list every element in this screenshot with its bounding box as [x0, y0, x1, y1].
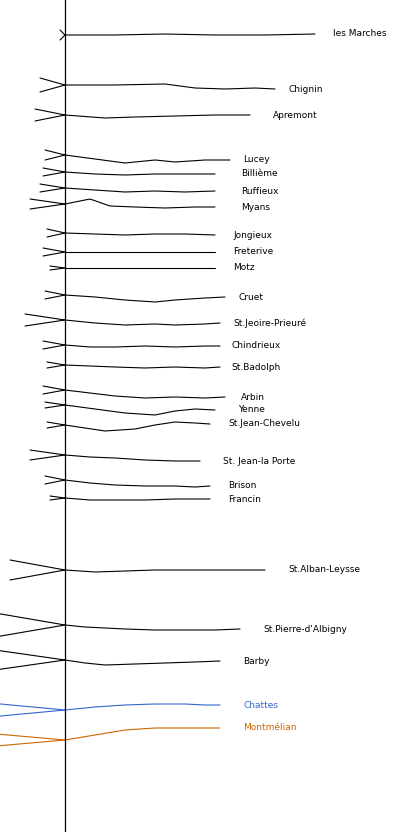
Text: Apremont: Apremont — [273, 111, 317, 120]
Text: les Marches: les Marches — [333, 29, 386, 38]
Text: Motz: Motz — [233, 264, 255, 273]
Text: Francin: Francin — [228, 494, 261, 503]
Text: Montmélian: Montmélian — [243, 724, 296, 732]
Text: St.Jean-Chevelu: St.Jean-Chevelu — [228, 419, 300, 428]
Text: Arbin: Arbin — [241, 393, 265, 402]
Text: Chindrieux: Chindrieux — [231, 341, 280, 350]
Text: Yenne: Yenne — [238, 405, 265, 414]
Text: St.Alban-Leysse: St.Alban-Leysse — [288, 566, 360, 575]
Text: St. Jean-la Porte: St. Jean-la Porte — [223, 457, 295, 465]
Text: Barby: Barby — [243, 656, 269, 666]
Text: Billième: Billième — [241, 170, 278, 179]
Text: St.Jeoire-Prieuré: St.Jeoire-Prieuré — [233, 319, 306, 328]
Text: Chattes: Chattes — [243, 701, 278, 710]
Text: Myans: Myans — [241, 202, 270, 211]
Text: Chignin: Chignin — [288, 85, 322, 93]
Text: Jongieux: Jongieux — [233, 230, 272, 240]
Text: Lucey: Lucey — [243, 156, 270, 165]
Text: Brison: Brison — [228, 482, 256, 491]
Text: Freterive: Freterive — [233, 247, 273, 256]
Text: Ruffieux: Ruffieux — [241, 186, 278, 196]
Text: Cruet: Cruet — [238, 293, 263, 301]
Text: St.Pierre-d'Albigny: St.Pierre-d'Albigny — [263, 625, 347, 633]
Text: St.Badolph: St.Badolph — [231, 363, 280, 372]
